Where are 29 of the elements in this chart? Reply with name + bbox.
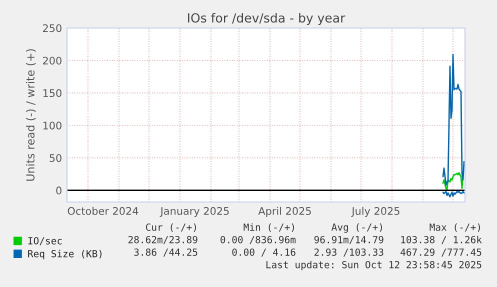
x-tick-label: April 2025 (258, 206, 311, 217)
text: 2.93 /103.33 (314, 248, 384, 257)
y-tick-label: 100 (43, 122, 62, 130)
y-axis-title: Units read (-) / write (+) (26, 49, 36, 181)
text: 0.00 /836.96m (220, 236, 296, 244)
legend-label: IO/sec (28, 237, 62, 246)
text: Max (-/+) (430, 223, 480, 232)
text: 467.29 /777.45 (400, 248, 482, 257)
text: 103.38 / 1.26k (401, 236, 482, 244)
chart-title: IOs for /dev/sda - by year (188, 12, 346, 26)
text: 96.91m/14.79 (314, 236, 384, 244)
line-series (442, 172, 464, 190)
text: Avg (-/+) (332, 223, 382, 233)
x-tick-label: October 2024 (68, 206, 138, 215)
y-tick-label: 250 (43, 24, 62, 32)
text: 0.00 / 4.16 (232, 248, 296, 257)
y-tick-label: 0 (56, 186, 62, 194)
text: Last update: Sun Oct 12 23:58:45 2025 (266, 260, 482, 270)
y-tick-label: 200 (43, 56, 62, 65)
x-tick-label: July 2025 (351, 206, 400, 217)
text: 3.86 /44.25 (134, 248, 198, 257)
x-tick-label: January 2025 (160, 207, 229, 217)
text: Cur (-/+) (146, 223, 196, 232)
y-tick-label: 150 (43, 89, 62, 98)
text: Min (-/+) (244, 223, 294, 232)
line-series (442, 54, 465, 186)
y-tick-label: 50 (50, 154, 62, 162)
text: 28.62m/23.89 (128, 236, 198, 244)
legend-label: Req Size (KB) (28, 250, 102, 260)
